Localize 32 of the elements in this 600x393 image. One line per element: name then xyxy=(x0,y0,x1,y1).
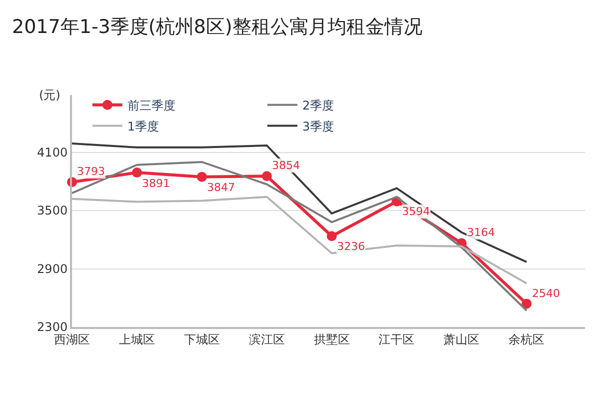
data-label: 3793 xyxy=(77,165,105,178)
point xyxy=(326,231,337,242)
data-label: 3594 xyxy=(402,205,430,218)
data-label: 3847 xyxy=(207,181,235,194)
x-tick-label: 拱墅区 xyxy=(314,332,350,346)
legend-label: 2季度 xyxy=(302,98,334,113)
y-axis-title: (元) xyxy=(39,88,60,102)
y-tick-label: 3500 xyxy=(37,204,68,218)
x-tick-label: 萧山区 xyxy=(444,332,480,346)
data-label: 2540 xyxy=(532,287,560,300)
x-tick-label: 余杭区 xyxy=(508,332,545,346)
x-tick-label: 滨江区 xyxy=(248,332,285,346)
y-tick-label: 4100 xyxy=(37,145,68,160)
point xyxy=(262,171,272,182)
point xyxy=(522,298,532,309)
x-tick-label: 下城区 xyxy=(184,332,220,346)
legend-label: 3季度 xyxy=(302,119,334,134)
x-tick-label: 江干区 xyxy=(378,332,415,346)
x-tick-label: 上城区 xyxy=(118,332,155,346)
data-label: 3891 xyxy=(142,177,170,190)
legend-label: 1季度 xyxy=(127,119,160,134)
y-tick-label: 2300 xyxy=(37,320,68,334)
y-tick-label: 2900 xyxy=(37,262,68,276)
data-label: 3236 xyxy=(337,240,365,253)
data-label: 3854 xyxy=(272,159,300,172)
x-tick-label: 西湖区 xyxy=(54,332,90,346)
line-series xyxy=(72,142,528,263)
chart-title: 2017年1-3季度(杭州8区)整租公寓月均租金情况 xyxy=(12,16,422,38)
point xyxy=(196,172,207,182)
data-label: 3164 xyxy=(467,226,495,239)
point xyxy=(132,168,142,178)
legend-label: 前三季度 xyxy=(127,98,176,113)
